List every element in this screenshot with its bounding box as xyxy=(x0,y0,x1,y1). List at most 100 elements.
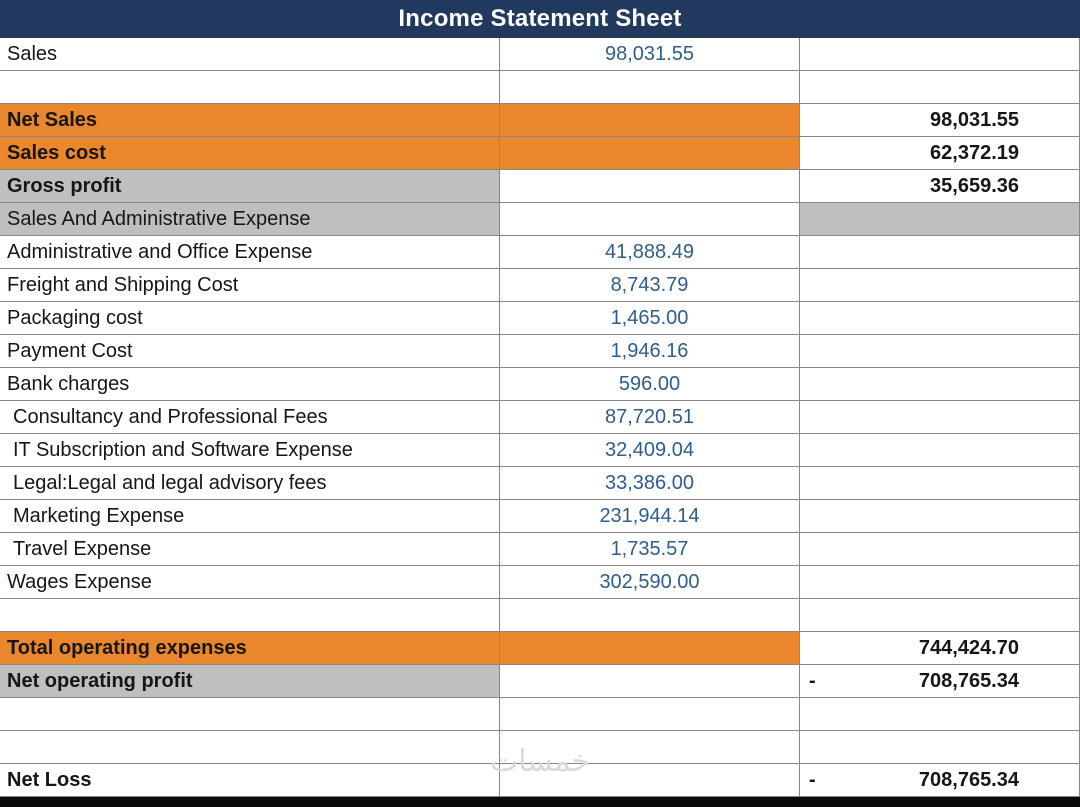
cell-mid-value[interactable]: 1,946.16 xyxy=(500,335,800,368)
right-value-text: 708,765.34 xyxy=(918,669,1019,692)
cell-label[interactable]: Payment Cost xyxy=(0,335,500,368)
cell-right-value[interactable]: 744,424.70 xyxy=(800,632,1080,665)
cell-mid-value[interactable]: 231,944.14 xyxy=(500,500,800,533)
cell-mid-value[interactable] xyxy=(500,137,800,170)
cell-label[interactable] xyxy=(0,599,500,632)
cell-label[interactable] xyxy=(0,71,500,104)
cell-right-value[interactable] xyxy=(800,533,1080,566)
right-value-text: 744,424.70 xyxy=(918,636,1019,659)
cell-right-value[interactable] xyxy=(800,500,1080,533)
sheet-row: Packaging cost 1,465.00 xyxy=(0,302,1080,335)
cell-label[interactable]: Bank charges xyxy=(0,368,500,401)
cell-label[interactable]: Packaging cost xyxy=(0,302,500,335)
sheet-row: Bank charges 596.00 xyxy=(0,368,1080,401)
cell-label[interactable] xyxy=(0,698,500,731)
cell-mid-value[interactable] xyxy=(500,71,800,104)
cell-mid-value[interactable] xyxy=(500,665,800,698)
sheet-row: Total operating expenses 744,424.70 xyxy=(0,632,1080,665)
cell-label[interactable]: Sales And Administrative Expense xyxy=(0,203,500,236)
cell-mid-value[interactable] xyxy=(500,731,800,764)
cell-mid-value[interactable]: 1,465.00 xyxy=(500,302,800,335)
cell-label[interactable]: Legal:Legal and legal advisory fees xyxy=(0,467,500,500)
cell-mid-value[interactable]: 87,720.51 xyxy=(500,401,800,434)
right-value-text: 62,372.19 xyxy=(930,141,1019,164)
sheet-row: Freight and Shipping Cost 8,743.79 xyxy=(0,269,1080,302)
cell-label[interactable]: Total operating expenses xyxy=(0,632,500,665)
cell-right-value[interactable]: - 708,765.34 xyxy=(800,665,1080,698)
cell-mid-value[interactable]: 32,409.04 xyxy=(500,434,800,467)
cell-right-value[interactable] xyxy=(800,71,1080,104)
sheet-row: Sales 98,031.55 xyxy=(0,38,1080,71)
cell-right-value[interactable] xyxy=(800,467,1080,500)
cell-label[interactable]: Freight and Shipping Cost xyxy=(0,269,500,302)
cell-label[interactable]: Consultancy and Professional Fees xyxy=(0,401,500,434)
cell-right-value[interactable] xyxy=(800,269,1080,302)
sheet-row xyxy=(0,599,1080,632)
cell-right-value[interactable] xyxy=(800,302,1080,335)
sheet-row: Administrative and Office Expense 41,888.… xyxy=(0,236,1080,269)
sheet-row xyxy=(0,698,1080,731)
cell-mid-value[interactable]: 41,888.49 xyxy=(500,236,800,269)
sheet-row: Payment Cost 1,946.16 xyxy=(0,335,1080,368)
sheet-row: IT Subscription and Software Expense 32,4… xyxy=(0,434,1080,467)
sheet-rows: Sales 98,031.55 Net Sales 98,031.55 Sales co… xyxy=(0,38,1080,797)
cell-label[interactable]: Travel Expense xyxy=(0,533,500,566)
cell-mid-value[interactable]: 302,590.00 xyxy=(500,566,800,599)
sheet-row xyxy=(0,71,1080,104)
cell-right-value[interactable] xyxy=(800,698,1080,731)
right-value-text: 98,031.55 xyxy=(930,108,1019,131)
cell-label[interactable]: Net operating profit xyxy=(0,665,500,698)
cell-label[interactable]: Administrative and Office Expense xyxy=(0,236,500,269)
sheet-row: Consultancy and Professional Fees 87,720.… xyxy=(0,401,1080,434)
cell-right-value[interactable] xyxy=(800,368,1080,401)
cell-right-value[interactable] xyxy=(800,203,1080,236)
sheet-row: Net Sales 98,031.55 xyxy=(0,104,1080,137)
cell-label[interactable]: IT Subscription and Software Expense xyxy=(0,434,500,467)
right-value-text: 708,765.34 xyxy=(918,768,1019,791)
cell-mid-value[interactable] xyxy=(500,632,800,665)
cell-right-value[interactable] xyxy=(800,335,1080,368)
cell-mid-value[interactable] xyxy=(500,764,800,797)
cell-mid-value[interactable]: 98,031.55 xyxy=(500,38,800,71)
cell-label[interactable]: Gross profit xyxy=(0,170,500,203)
sheet-row: Sales And Administrative Expense xyxy=(0,203,1080,236)
cell-right-value[interactable] xyxy=(800,434,1080,467)
cell-label[interactable]: Net Loss xyxy=(0,764,500,797)
cell-label[interactable] xyxy=(0,731,500,764)
cell-right-value[interactable]: - 708,765.34 xyxy=(800,764,1080,797)
cell-mid-value[interactable] xyxy=(500,170,800,203)
cell-mid-value[interactable] xyxy=(500,104,800,137)
cell-label[interactable]: Marketing Expense xyxy=(0,500,500,533)
cell-right-value[interactable] xyxy=(800,236,1080,269)
sheet-row: Legal:Legal and legal advisory fees 33,38… xyxy=(0,467,1080,500)
cell-right-value[interactable] xyxy=(800,599,1080,632)
sheet-row: Net Loss - 708,765.34 xyxy=(0,764,1080,797)
sheet-row: Gross profit 35,659.36 xyxy=(0,170,1080,203)
cell-right-value[interactable] xyxy=(800,566,1080,599)
sheet-row: Sales cost 62,372.19 xyxy=(0,137,1080,170)
cell-label[interactable]: Net Sales xyxy=(0,104,500,137)
right-value-text: 35,659.36 xyxy=(930,174,1019,197)
cell-right-value[interactable]: 35,659.36 xyxy=(800,170,1080,203)
cell-mid-value[interactable] xyxy=(500,698,800,731)
minus-sign: - xyxy=(809,669,816,692)
cell-mid-value[interactable]: 33,386.00 xyxy=(500,467,800,500)
cell-right-value[interactable] xyxy=(800,731,1080,764)
cell-mid-value[interactable]: 596.00 xyxy=(500,368,800,401)
cell-right-value[interactable]: 62,372.19 xyxy=(800,137,1080,170)
cell-right-value[interactable]: 98,031.55 xyxy=(800,104,1080,137)
cell-label[interactable]: Sales cost xyxy=(0,137,500,170)
cell-label[interactable]: Wages Expense xyxy=(0,566,500,599)
cell-mid-value[interactable] xyxy=(500,203,800,236)
sheet-row xyxy=(0,731,1080,764)
bottom-dark-bar xyxy=(0,797,1080,807)
cell-label[interactable]: Sales xyxy=(0,38,500,71)
sheet-row: Wages Expense 302,590.00 xyxy=(0,566,1080,599)
cell-right-value[interactable] xyxy=(800,38,1080,71)
cell-mid-value[interactable]: 1,735.57 xyxy=(500,533,800,566)
cell-mid-value[interactable]: 8,743.79 xyxy=(500,269,800,302)
cell-mid-value[interactable] xyxy=(500,599,800,632)
sheet-title: Income Statement Sheet xyxy=(0,0,1080,38)
cell-right-value[interactable] xyxy=(800,401,1080,434)
